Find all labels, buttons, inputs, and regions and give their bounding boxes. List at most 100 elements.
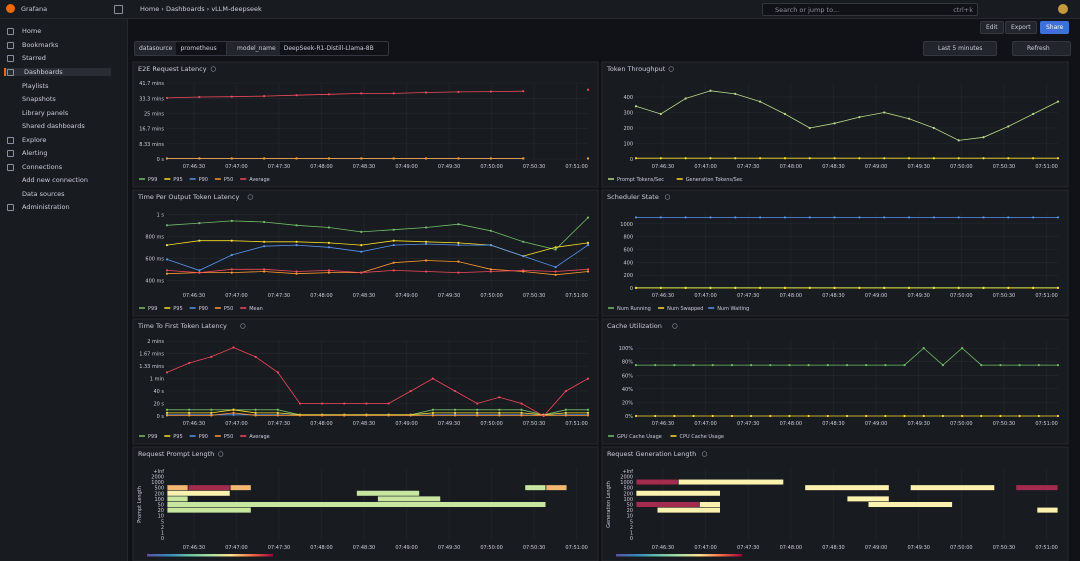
data-point bbox=[654, 414, 657, 418]
data-point bbox=[522, 157, 525, 160]
nav-item[interactable]: Home bbox=[22, 27, 42, 35]
x-tick-label: 07:47:00 bbox=[694, 421, 716, 427]
nav-item[interactable]: Bookmarks bbox=[22, 41, 59, 49]
y-tick-label: +Inf bbox=[153, 469, 164, 475]
x-tick-label: 07:48:00 bbox=[310, 164, 332, 170]
data-point bbox=[684, 157, 687, 160]
data-point bbox=[476, 414, 479, 417]
x-tick-label: 07:49:00 bbox=[395, 293, 417, 299]
data-point bbox=[684, 286, 687, 290]
nav-item[interactable]: Add new connection bbox=[22, 176, 88, 184]
data-point bbox=[392, 239, 395, 242]
data-point bbox=[298, 414, 302, 417]
data-point bbox=[254, 414, 257, 417]
nav-item[interactable]: Shared dashboards bbox=[22, 122, 85, 130]
data-point bbox=[957, 139, 960, 142]
data-point bbox=[982, 286, 985, 289]
nav-item[interactable]: Explore bbox=[22, 136, 47, 144]
data-point bbox=[883, 286, 886, 289]
data-point bbox=[327, 226, 331, 229]
avatar[interactable] bbox=[1058, 4, 1068, 14]
data-point bbox=[392, 157, 395, 160]
data-point bbox=[431, 411, 434, 414]
panel bbox=[601, 446, 1069, 561]
y-tick-label: 200 bbox=[623, 491, 633, 497]
panel-title: Request Generation Length bbox=[607, 450, 696, 458]
share-button[interactable]: Share bbox=[1040, 21, 1070, 34]
legend-label: P50 bbox=[224, 177, 233, 183]
crumb[interactable]: Home bbox=[140, 5, 160, 13]
sidebar-toggle[interactable] bbox=[114, 5, 123, 14]
x-tick-label: 07:48:30 bbox=[822, 421, 844, 427]
edit-button[interactable]: Edit bbox=[980, 21, 1004, 34]
panel bbox=[132, 446, 599, 561]
nav-item[interactable]: Dashboards bbox=[4, 68, 111, 76]
variable[interactable]: model_name DeepSeek-R1-Distill-Llama-8B bbox=[226, 41, 389, 56]
variable[interactable]: datasource prometheus bbox=[134, 41, 232, 56]
data-point bbox=[321, 413, 324, 416]
legend-label: Average bbox=[249, 434, 270, 440]
data-point bbox=[424, 157, 428, 160]
data-point bbox=[360, 157, 363, 160]
search[interactable]: Search or jump to... ctrl+k bbox=[762, 3, 978, 16]
data-point bbox=[1007, 286, 1010, 289]
data-point bbox=[295, 270, 298, 273]
nav-icon bbox=[7, 137, 14, 144]
refresh-button[interactable]: Refresh bbox=[1012, 41, 1071, 56]
heatmap-cell bbox=[1016, 485, 1058, 491]
data-point bbox=[659, 216, 662, 219]
series-line bbox=[167, 412, 588, 416]
export-button[interactable]: Export bbox=[1005, 21, 1037, 34]
data-point bbox=[198, 157, 201, 160]
data-point bbox=[982, 286, 985, 290]
nav-item[interactable]: Playlists bbox=[22, 82, 49, 90]
data-point bbox=[230, 157, 233, 160]
data-point bbox=[808, 286, 811, 290]
data-point bbox=[489, 90, 492, 93]
data-point bbox=[783, 286, 787, 290]
data-point bbox=[424, 157, 428, 160]
crumb[interactable]: Dashboards bbox=[165, 5, 205, 13]
nav-item[interactable]: Snapshots bbox=[22, 95, 56, 103]
panel bbox=[601, 61, 1069, 188]
x-tick-label: 07:48:00 bbox=[310, 421, 332, 427]
time-picker[interactable]: Last 5 minutes bbox=[923, 41, 998, 56]
data-point bbox=[684, 97, 687, 100]
data-point bbox=[409, 414, 412, 417]
legend-label: GPU Cache Usage bbox=[617, 434, 662, 440]
data-point bbox=[327, 157, 331, 160]
data-point bbox=[564, 414, 567, 417]
data-point bbox=[392, 92, 395, 95]
nav-item[interactable]: Alerting bbox=[22, 149, 48, 157]
data-point bbox=[360, 157, 363, 160]
data-point bbox=[845, 414, 849, 418]
data-point bbox=[276, 371, 279, 374]
data-point bbox=[360, 157, 363, 160]
data-point bbox=[365, 402, 368, 405]
data-point bbox=[692, 414, 695, 418]
crumb[interactable]: vLLM-deepseek bbox=[211, 5, 262, 13]
y-tick-label: 400 bbox=[623, 260, 633, 266]
data-point bbox=[957, 286, 960, 289]
data-point bbox=[476, 402, 479, 405]
nav-item[interactable]: Connections bbox=[22, 163, 63, 171]
legend-label: Num Swapped bbox=[667, 306, 703, 312]
data-point bbox=[982, 216, 985, 219]
nav-item[interactable]: Starred bbox=[22, 54, 46, 62]
x-tick-label: 07:51:00 bbox=[1035, 421, 1057, 427]
x-tick-label: 07:47:30 bbox=[737, 545, 759, 551]
y-tick-label: 40 s bbox=[153, 389, 164, 395]
data-point bbox=[554, 273, 557, 276]
data-point bbox=[586, 157, 590, 160]
data-point bbox=[769, 364, 772, 367]
nav-item[interactable]: Data sources bbox=[22, 190, 65, 198]
nav-item[interactable]: Library panels bbox=[22, 109, 69, 117]
nav-item[interactable]: Administration bbox=[22, 203, 70, 211]
data-point bbox=[634, 414, 638, 418]
heatmap-cell bbox=[805, 485, 889, 491]
x-tick-label: 07:49:30 bbox=[438, 545, 460, 551]
y-tick-label: 0 s bbox=[157, 157, 165, 163]
panel-title: Scheduler State bbox=[607, 193, 659, 201]
shortcut: ctrl+k bbox=[953, 6, 973, 14]
